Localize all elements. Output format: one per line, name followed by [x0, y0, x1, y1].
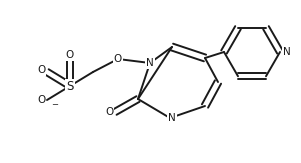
Text: N: N	[168, 113, 176, 123]
Text: S: S	[66, 80, 74, 92]
Text: −: −	[51, 101, 58, 110]
Text: O: O	[37, 95, 45, 105]
Text: N: N	[146, 58, 154, 68]
Text: O: O	[66, 50, 74, 60]
Text: N: N	[283, 47, 291, 57]
Text: O: O	[105, 107, 113, 117]
Text: O: O	[37, 65, 45, 75]
Text: O: O	[114, 54, 122, 64]
